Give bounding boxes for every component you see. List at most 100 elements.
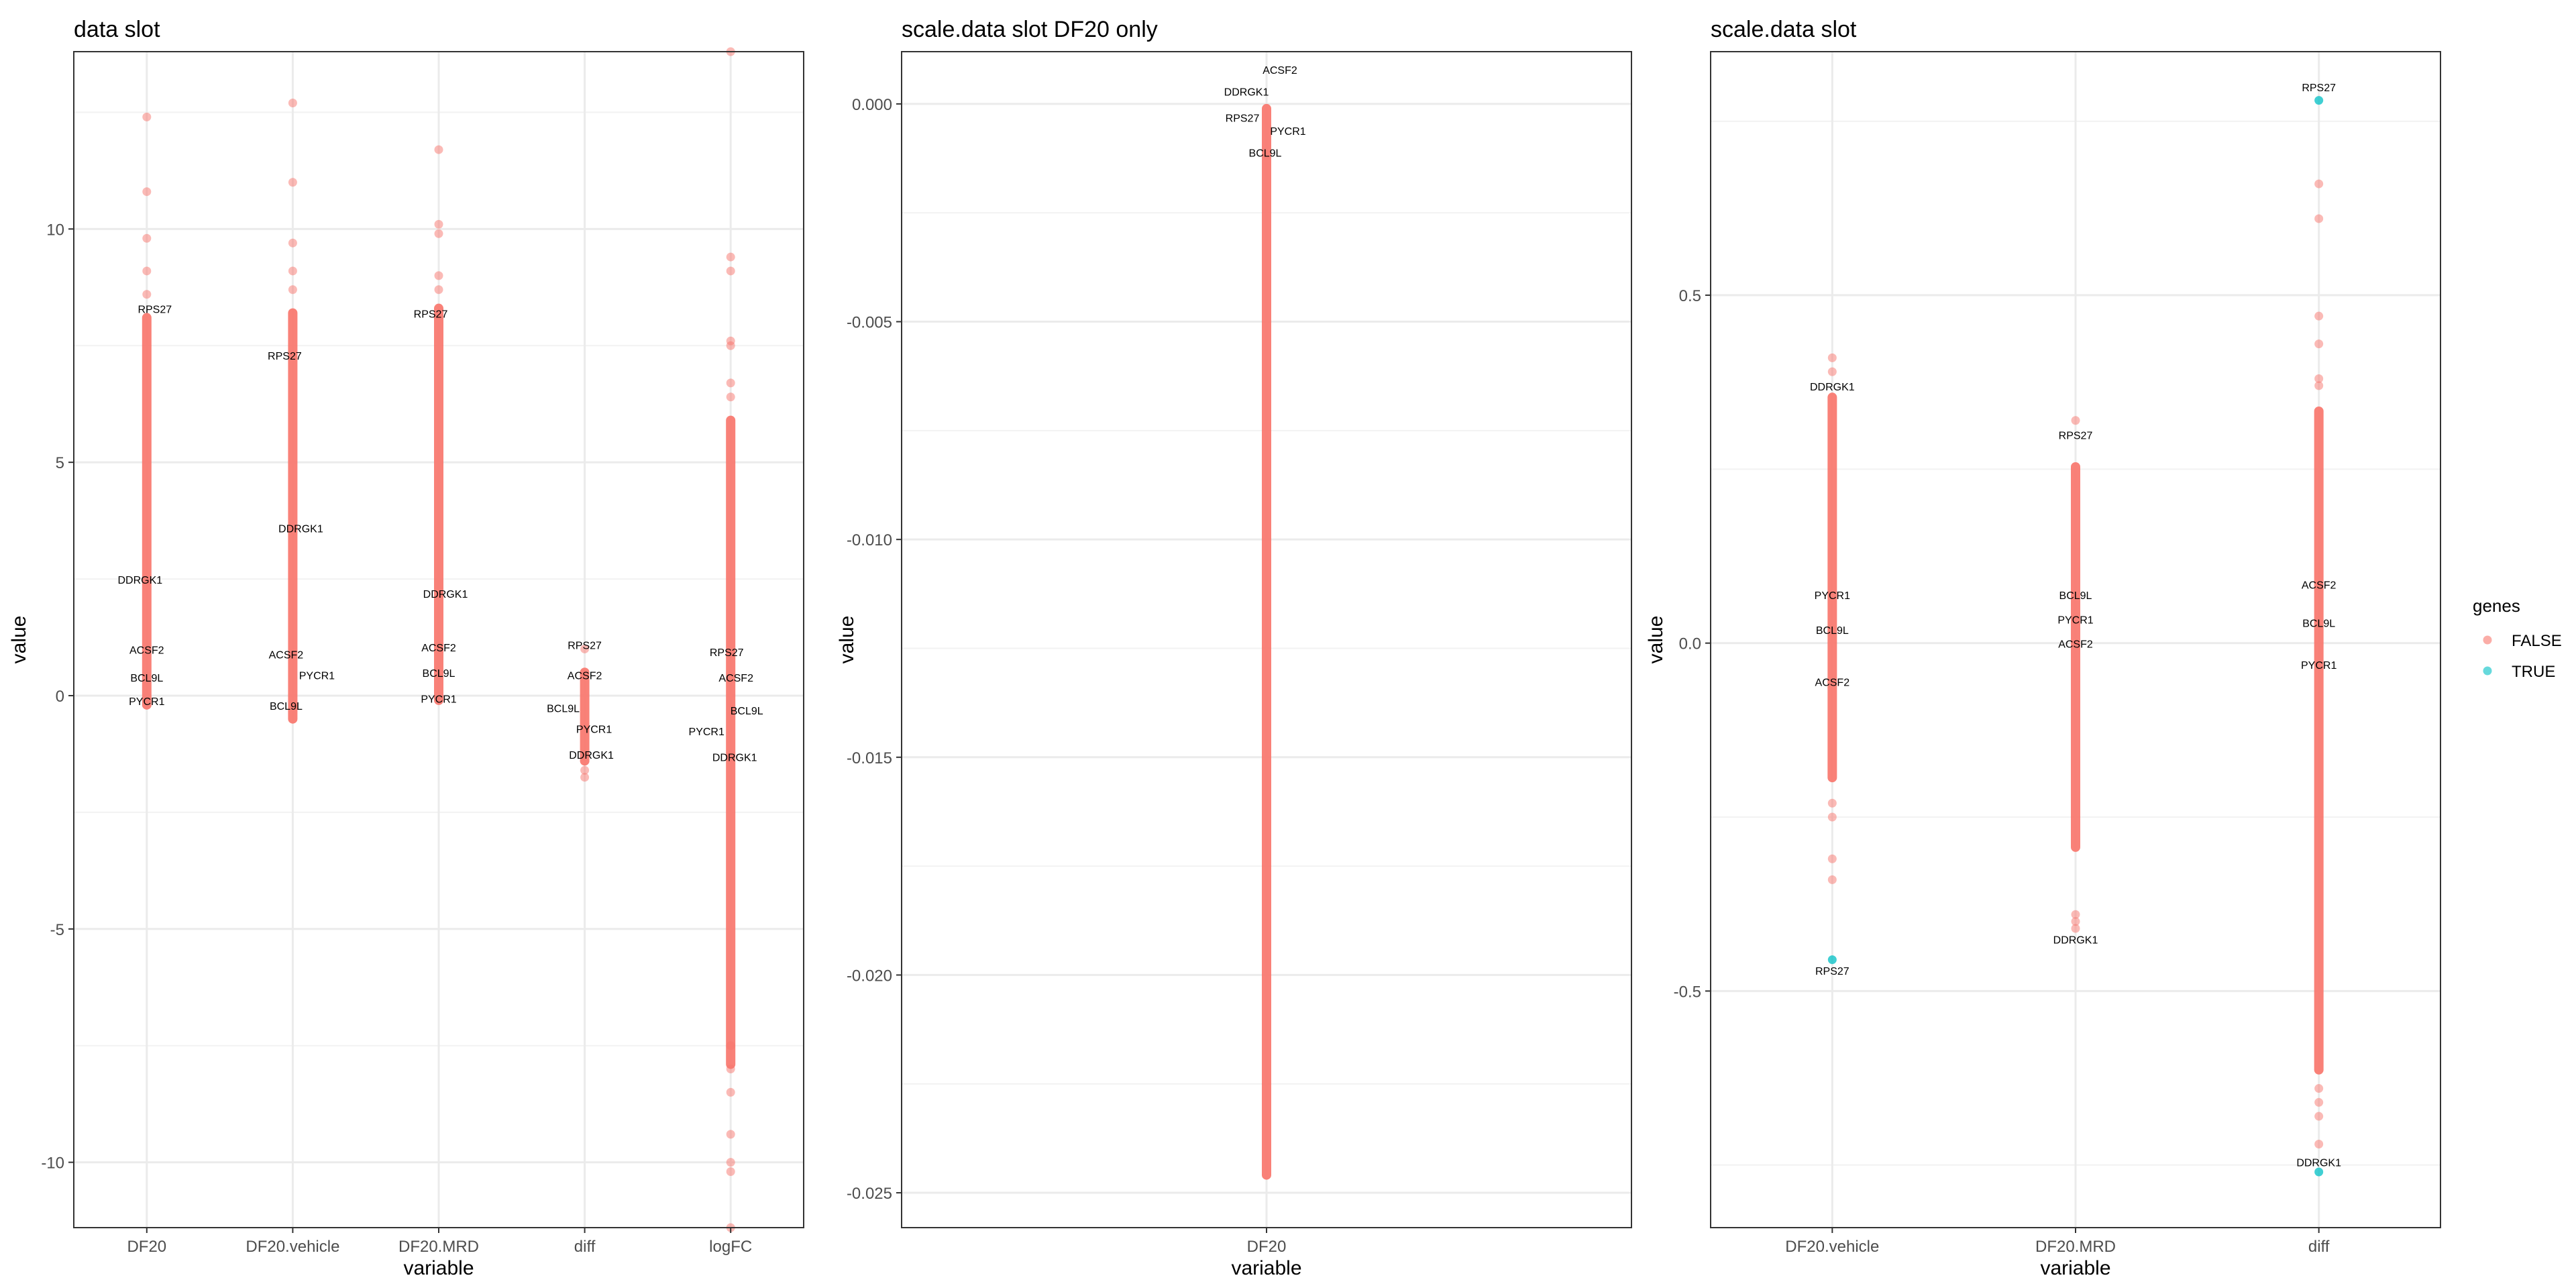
data-point [288, 266, 297, 276]
data-point [434, 145, 443, 154]
gene-label: BCL9L [1249, 148, 1282, 159]
y-tick-label: -0.5 [1674, 983, 1701, 1001]
legend-label: TRUE [2512, 663, 2555, 681]
point-band [2071, 462, 2080, 852]
data-point [288, 285, 297, 294]
gene-label: ACSF2 [568, 671, 602, 682]
gene-label: RPS27 [710, 647, 744, 659]
data-point [726, 252, 735, 262]
gene-label: DDRGK1 [2296, 1157, 2341, 1169]
data-point [726, 1158, 735, 1167]
data-point [2314, 374, 2324, 384]
gene-label: BCL9L [1816, 625, 1849, 637]
data-point [2314, 1167, 2324, 1177]
y-tick-label: -5 [50, 921, 64, 939]
gene-label: RPS27 [138, 305, 172, 316]
legend-key [2483, 635, 2492, 645]
data-point [726, 378, 735, 388]
gene-label: DDRGK1 [1224, 87, 1269, 98]
data-point [142, 233, 152, 243]
gene-label: BCL9L [731, 706, 763, 717]
gene-label: DDRGK1 [117, 575, 162, 586]
gene-label: RPS27 [1815, 966, 1849, 977]
data-point [1827, 798, 1837, 808]
data-point [1827, 875, 1837, 884]
data-point [726, 1167, 735, 1177]
gene-label: RPS27 [2302, 83, 2336, 94]
data-point [142, 187, 152, 197]
gene-label: PYCR1 [1815, 590, 1850, 602]
gene-label: PYCR1 [689, 727, 724, 738]
gene-label: DDRGK1 [423, 589, 468, 600]
data-point [142, 290, 152, 299]
gene-label: ACSF2 [1815, 678, 1850, 689]
point-band [142, 313, 152, 710]
y-tick-label: -0.015 [847, 749, 892, 767]
y-tick-label: 10 [46, 221, 64, 239]
gene-label: ACSF2 [421, 643, 456, 654]
chart-title: scale.data slot [1711, 17, 1857, 42]
data-point [726, 392, 735, 402]
data-point [434, 271, 443, 280]
data-point [2071, 416, 2080, 425]
gene-label: PYCR1 [576, 724, 612, 736]
x-axis-title: variable [403, 1257, 474, 1279]
y-tick-label: 0.000 [852, 96, 892, 114]
gene-label: BCL9L [2059, 590, 2092, 602]
data-point [726, 1087, 735, 1097]
x-tick-label: diff [2308, 1238, 2330, 1256]
y-tick-label: 0.5 [1679, 287, 1701, 305]
data-point [2071, 924, 2080, 933]
gene-label: DDRGK1 [712, 752, 757, 763]
x-tick-label: DF20 [127, 1238, 166, 1256]
data-point [1827, 812, 1837, 822]
gene-label: PYCR1 [1270, 126, 1305, 138]
data-point [142, 266, 152, 276]
data-point [580, 773, 590, 782]
data-point [2314, 381, 2324, 390]
gene-label: ACSF2 [2302, 580, 2337, 592]
data-point [726, 341, 735, 350]
point-band [1262, 103, 1271, 1180]
gene-label: PYCR1 [2057, 614, 2093, 626]
data-point [2314, 214, 2324, 223]
chart-title: scale.data slot DF20 only [902, 17, 1158, 42]
point-band [580, 667, 590, 766]
chart-title: data slot [74, 17, 160, 42]
data-point [288, 238, 297, 248]
y-tick-label: 5 [56, 454, 64, 472]
y-tick-label: -0.010 [847, 531, 892, 549]
legend-title: genes [2473, 596, 2520, 616]
chart-panel: scale.data slot DDRGK1 PYCR1 BCL9L ACSF2 RPS2… [1645, 17, 2441, 1279]
x-tick-label: logFC [709, 1238, 752, 1256]
point-band [288, 308, 298, 724]
gene-label: PYCR1 [2301, 660, 2337, 672]
gene-label: BCL9L [547, 703, 580, 714]
x-axis-title: variable [2040, 1257, 2110, 1279]
data-point [434, 285, 443, 294]
gene-label: DDRGK1 [278, 524, 323, 535]
data-point [726, 1064, 735, 1073]
gene-label: BCL9L [270, 701, 303, 712]
data-point [2314, 339, 2324, 349]
x-tick-label: DF20 [1247, 1238, 1287, 1256]
gene-label: ACSF2 [2058, 639, 2093, 651]
gene-label: BCL9L [2302, 619, 2335, 630]
data-point [434, 229, 443, 238]
point-band [2314, 407, 2324, 1075]
chart-panel: scale.data slot DF20 only ACSF2 DDRGK1 RPS2… [836, 17, 1632, 1279]
point-band [1827, 392, 1837, 783]
y-axis-title: value [8, 616, 30, 664]
gene-label: ACSF2 [269, 649, 304, 661]
y-axis-title: value [836, 616, 858, 664]
x-tick-label: DF20.MRD [398, 1238, 479, 1256]
gene-label: RPS27 [414, 309, 448, 321]
data-point [288, 99, 297, 108]
legend-label: FALSE [2512, 632, 2562, 650]
gene-label: ACSF2 [129, 645, 164, 656]
gene-label: ACSF2 [718, 673, 753, 684]
data-point [1827, 955, 1837, 965]
data-point [2071, 910, 2080, 919]
gene-label: BCL9L [423, 668, 455, 680]
